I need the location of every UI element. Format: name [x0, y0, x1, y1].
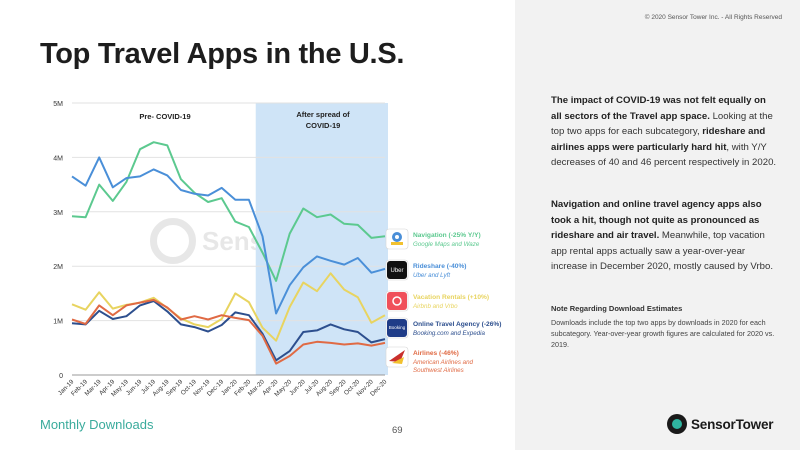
legend-series-name: Airlines (-46%) — [413, 350, 459, 357]
airline-icon-accent — [392, 357, 404, 364]
map-pin-hole — [395, 235, 399, 239]
legend-series-subtitle: Uber and Lyft — [413, 272, 450, 279]
after-covid-annotation: After spread of — [296, 110, 350, 119]
y-tick-label: 0 — [59, 373, 63, 380]
legend-item-5: Airlines (-46%) American Airlines andSout… — [385, 346, 474, 374]
map-pin-accent — [391, 242, 403, 245]
logo-text: SensorTower — [691, 416, 774, 432]
paragraph-1-run: The impact of COVID-19 was not felt equa… — [551, 95, 766, 122]
watermark-logo-icon — [150, 218, 196, 264]
x-tick-label: Jun-20 — [288, 378, 307, 397]
legend-series-subtitle: Airbnb and Vrbo — [412, 303, 458, 310]
commentary-panel — [515, 0, 800, 450]
paragraph-1-run: rideshare and airlines apps were particu… — [551, 126, 766, 153]
booking-icon-text: Booking — [389, 325, 406, 330]
legend-series-subtitle: Southwest Airlines — [413, 367, 464, 374]
paragraph-1-run: Looking at the top two apps for each sub… — [551, 110, 773, 138]
booking-icon — [387, 319, 407, 337]
series-line-5 — [71, 298, 386, 365]
series-line-2 — [71, 156, 386, 315]
legend-series-subtitle: American Airlines and — [412, 359, 474, 366]
sensortower-logo-icon — [667, 414, 687, 434]
paragraph-2-run: Navigation and online travel agency apps… — [551, 199, 762, 242]
legend-series-name: Navigation (-25% Y/Y) — [413, 232, 481, 239]
covid-shaded-region — [255, 103, 388, 375]
after-covid-annotation: COVID-19 — [306, 121, 341, 130]
copyright-text: © 2020 Sensor Tower Inc. - All Rights Re… — [644, 14, 782, 21]
sensortower-logo: SensorTower — [667, 414, 774, 434]
series-line-1 — [71, 141, 386, 282]
uber-icon-text: Uber — [390, 268, 403, 274]
note-title: Note Regarding Download Estimates — [551, 304, 683, 313]
y-tick-label: 2M — [53, 264, 63, 271]
legend-item-2: Uber Rideshare (-40%) Uber and Lyft — [385, 259, 467, 281]
legend-series-name: Online Travel Agency (-26%) — [413, 321, 501, 328]
series-line-4 — [71, 300, 386, 362]
x-tick-label: Jun-19 — [125, 378, 144, 397]
y-tick-label: 4M — [53, 155, 63, 162]
y-tick-label: 5M — [53, 101, 63, 108]
legend-series-subtitle: Booking.com and Expedia — [413, 330, 485, 337]
uber-icon — [387, 261, 407, 279]
legend-series-name: Vacation Rentals (+10%) — [413, 294, 489, 301]
downloads-line-chart: 01M2M3M4M5MJan-19Feb-19Mar-19Apr-19May-1… — [53, 101, 501, 398]
airbnb-icon — [387, 292, 407, 310]
y-tick-label: 1M — [53, 319, 63, 326]
airbnb-mark — [392, 296, 402, 306]
commentary-paragraph-2: Navigation and online travel agency apps… — [551, 197, 777, 275]
page-number: 69 — [392, 425, 403, 436]
legend-item-3: Vacation Rentals (+10%) Airbnb and Vrbo — [385, 290, 489, 312]
note-text: Downloads include the top two apps by do… — [551, 318, 775, 350]
legend-item-4: Booking Online Travel Agency (-26%) Bookin… — [385, 317, 501, 339]
paragraph-2-run: Meanwhile, top vacation app rental apps … — [551, 230, 774, 273]
footer-label: Monthly Downloads — [40, 417, 154, 432]
page-title: Top Travel Apps in the U.S. — [40, 38, 405, 70]
paragraph-1-run: , with Y/Y decreases of 40 and 46 percen… — [551, 141, 777, 169]
y-tick-label: 3M — [53, 210, 63, 217]
legend-series-name: Rideshare (-40%) — [413, 263, 467, 270]
legend-item-1: Navigation (-25% Y/Y) Google Maps and Waz… — [385, 228, 481, 250]
series-line-3 — [71, 272, 386, 342]
commentary-paragraph-1: The impact of COVID-19 was not felt equa… — [551, 93, 777, 171]
pre-covid-annotation: Pre- COVID-19 — [139, 112, 190, 121]
legend-series-subtitle: Google Maps and Waze — [413, 241, 480, 248]
